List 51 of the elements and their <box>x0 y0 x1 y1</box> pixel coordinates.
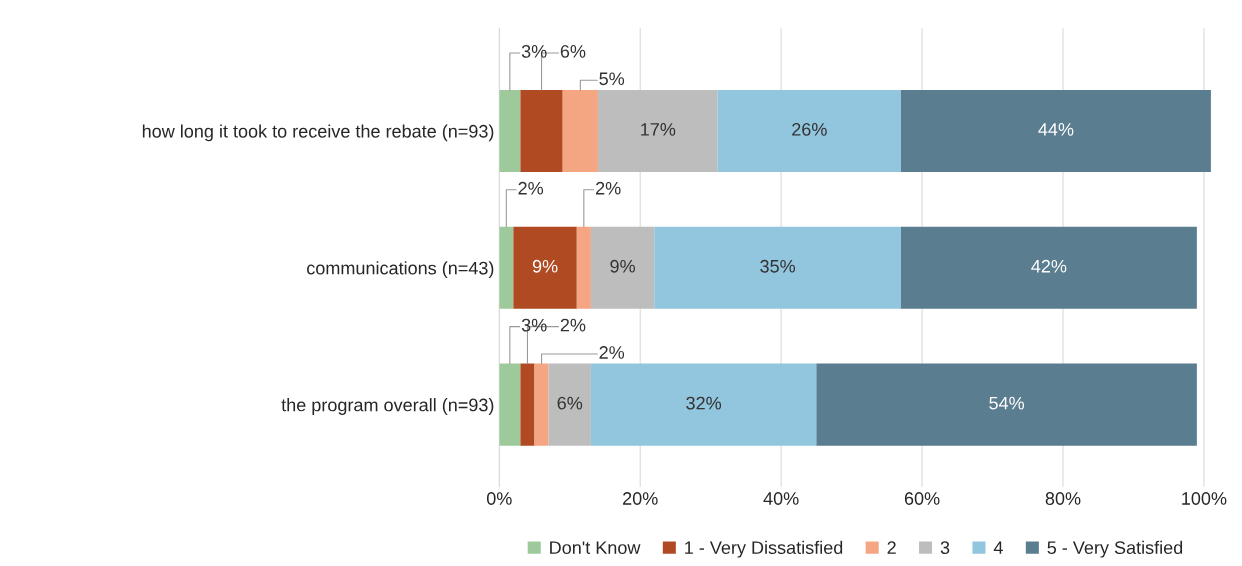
data-label: 9% <box>610 259 635 273</box>
x-tick-label: 0% <box>486 492 512 505</box>
x-tick-label: 100% <box>1182 492 1227 505</box>
bar <box>562 89 598 172</box>
data-label: 2% <box>560 318 586 332</box>
bar <box>499 226 514 309</box>
data-label: 35% <box>760 259 796 273</box>
bar <box>717 89 901 172</box>
bar <box>499 89 521 172</box>
data-label: 6% <box>560 44 586 58</box>
y-tick-label: how long it took to receive the rebate (n=93) <box>142 124 494 142</box>
data-label: 3% <box>521 44 547 58</box>
bar <box>597 89 718 172</box>
y-tick-label: communications (n=43) <box>307 261 494 279</box>
bar <box>654 226 901 309</box>
bar <box>816 363 1197 446</box>
data-label: 2% <box>599 346 625 359</box>
bar <box>548 363 591 446</box>
data-label: 54% <box>989 396 1025 410</box>
legend-label: 4 <box>993 541 1003 554</box>
legend-label: 1 - Very Dissatisfied <box>685 540 843 558</box>
data-label: 26% <box>792 123 827 136</box>
y-tick-label: the program overall (n=93) <box>281 398 494 415</box>
bar <box>520 363 535 446</box>
data-label: 42% <box>1031 259 1067 273</box>
bar <box>499 363 521 446</box>
bar <box>590 363 817 446</box>
data-label: 5% <box>599 72 625 86</box>
bar <box>576 226 591 309</box>
data-label: 2% <box>518 181 544 195</box>
legend-label: 3 <box>940 541 950 555</box>
x-tick-label: 20% <box>623 492 658 505</box>
x-tick-label: 60% <box>904 492 940 505</box>
data-label: 2% <box>596 181 621 195</box>
bar <box>520 89 563 172</box>
bar <box>900 226 1197 309</box>
data-label: 17% <box>641 123 676 136</box>
data-label: 44% <box>1038 123 1074 136</box>
data-label: 32% <box>686 396 722 410</box>
x-tick-label: 40% <box>763 492 799 505</box>
data-label: 3% <box>521 318 547 332</box>
bar <box>534 363 549 446</box>
legend-label: 2 <box>887 541 896 554</box>
bar <box>590 226 655 309</box>
legend-label: Don't Know <box>550 541 641 555</box>
legend-label: 5 - Very Satisfied <box>1047 540 1183 558</box>
data-label: 9% <box>532 259 558 273</box>
x-tick-label: 80% <box>1045 492 1081 505</box>
data-label: 6% <box>557 396 583 410</box>
bar <box>900 89 1211 172</box>
bar <box>513 226 577 309</box>
